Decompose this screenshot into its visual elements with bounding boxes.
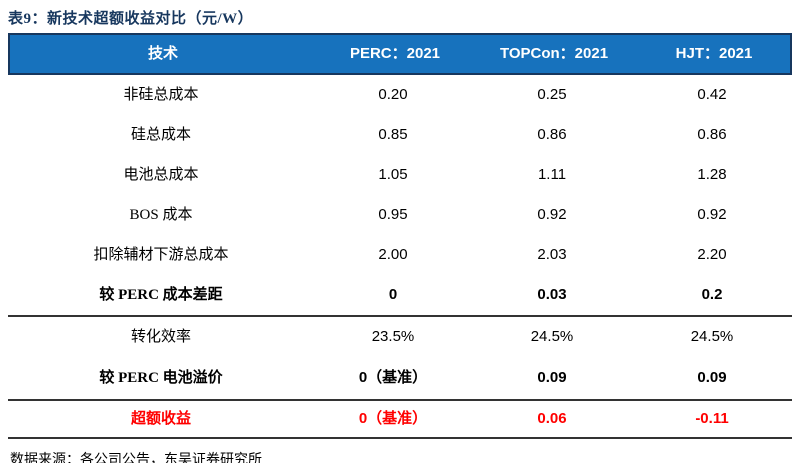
cell-value: 2.03: [537, 245, 567, 263]
cell-value: 0（基准）: [358, 409, 428, 427]
cell-value: 0（基准）: [358, 369, 428, 387]
cell-value: 2.20: [697, 245, 727, 263]
cell-value: 0.42: [697, 85, 727, 103]
cell-value: 24.5%: [690, 328, 734, 346]
cell-value: 0.95: [378, 205, 408, 223]
cell-value: 0.86: [537, 125, 567, 143]
table-row-cost-gap-vs-perc: 较 PERC 成本差距 0 0.03 0.2: [8, 275, 792, 315]
table-row-nonsilicon-cost: 非硅总成本 0.20 0.25 0.42: [8, 75, 792, 115]
row-label: 非硅总成本: [123, 86, 199, 103]
cell-value: 0.92: [537, 205, 567, 223]
row-label: 较 PERC 电池溢价: [99, 370, 223, 387]
column-header-tech: 技术: [147, 45, 178, 62]
row-label: 较 PERC 成本差距: [99, 286, 223, 303]
cell-value: 0: [388, 285, 398, 303]
column-header-topcon: TOPCon：2021: [499, 44, 609, 62]
column-header-hjt: HJT：2021: [675, 44, 753, 62]
table-row-excess-return: 超额收益 0（基准） 0.06 -0.11: [8, 399, 792, 439]
table-row-cell-total-cost: 电池总成本 1.05 1.11 1.28: [8, 155, 792, 195]
cell-value: 0.92: [697, 205, 727, 223]
table-title: 表9：新技术超额收益对比（元/W）: [8, 11, 254, 27]
table-row-cell-premium-vs-perc: 较 PERC 电池溢价 0（基准） 0.09 0.09: [8, 358, 792, 399]
source-note: 数据来源：各公司公告，东吴证券研究所: [10, 453, 262, 463]
cell-value: 0.20: [378, 85, 408, 103]
table-header-row: 技术 PERC：2021 TOPCon：2021 HJT：2021: [8, 33, 792, 75]
table-row-conversion-efficiency: 转化效率 23.5% 24.5% 24.5%: [8, 315, 792, 358]
cell-value: 0.2: [701, 285, 723, 303]
cell-value: 1.28: [697, 165, 727, 183]
row-label: 硅总成本: [130, 126, 191, 143]
cell-value: 1.05: [378, 165, 408, 183]
table-row-bos-cost: BOS 成本 0.95 0.92 0.92: [8, 195, 792, 235]
cell-value: 0.09: [697, 369, 727, 387]
row-label: BOS 成本: [129, 206, 193, 223]
row-label: 电池总成本: [123, 166, 199, 183]
cell-value: 1.11: [537, 165, 567, 183]
cell-value: 0.86: [697, 125, 727, 143]
cell-value: -0.11: [695, 409, 729, 427]
cell-value: 0.03: [537, 285, 567, 303]
cell-value: 2.00: [378, 245, 408, 263]
comparison-table: 技术 PERC：2021 TOPCon：2021 HJT：2021 非硅总成本 …: [8, 33, 792, 439]
row-label: 超额收益: [130, 410, 191, 427]
row-label: 转化效率: [130, 329, 191, 346]
cell-value: 0.25: [537, 85, 567, 103]
cell-value: 0.09: [537, 369, 567, 387]
table-row-total-cost-excl-aux: 扣除辅材下游总成本 2.00 2.03 2.20: [8, 235, 792, 275]
table-row-silicon-cost: 硅总成本 0.85 0.86 0.86: [8, 115, 792, 155]
column-header-perc: PERC：2021: [349, 44, 441, 62]
cell-value: 24.5%: [530, 328, 574, 346]
cell-value: 0.85: [378, 125, 408, 143]
cell-value: 23.5%: [371, 328, 415, 346]
row-label: 扣除辅材下游总成本: [93, 246, 229, 263]
cell-value: 0.06: [537, 409, 567, 427]
